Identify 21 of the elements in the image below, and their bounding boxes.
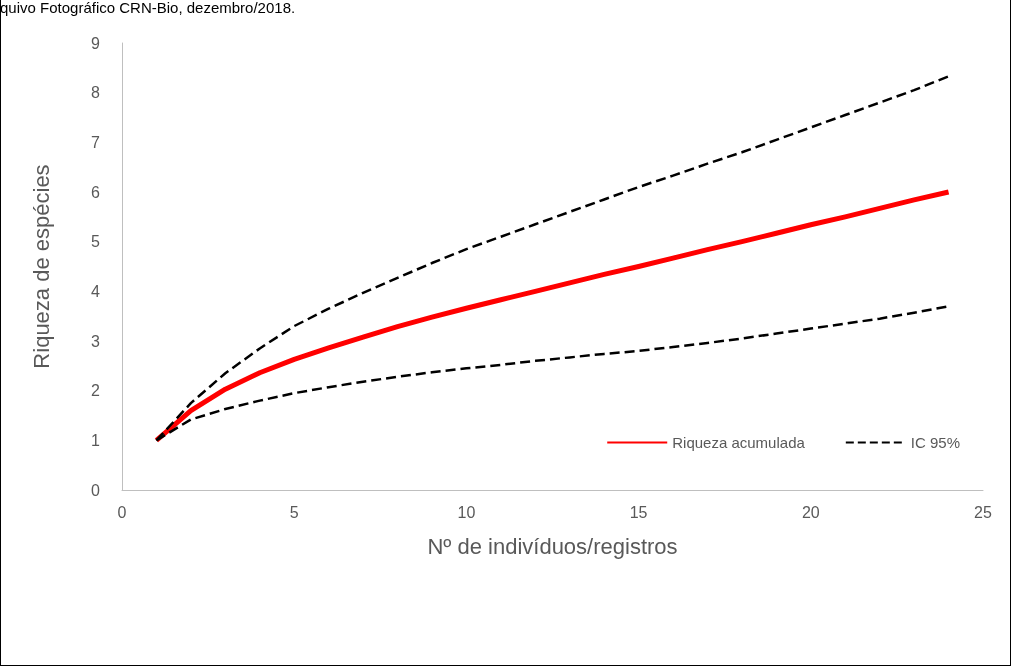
y-tick-label: 7 [91, 133, 101, 151]
x-tick-label: 0 [117, 503, 127, 521]
text: quivo Fotográfico CRN-Bio, dezembro/2018. [0, 0, 296, 16]
y-tick-label: 4 [91, 282, 101, 300]
x-tick-label: 10 [457, 503, 476, 521]
legend-label: Riqueza acumulada [672, 434, 806, 451]
x-tick-label: 20 [801, 503, 820, 521]
legend-label: IC 95% [910, 434, 961, 451]
y-tick-label: 3 [91, 332, 101, 350]
y-axis-title: Riqueza de espécies [28, 164, 54, 369]
y-tick-label: 6 [91, 183, 101, 201]
x-tick-label: 25 [974, 503, 992, 521]
y-tick-label: 2 [91, 382, 101, 400]
x-tick-label: 15 [629, 503, 648, 521]
y-tick-label: 1 [91, 431, 101, 449]
y-tick-label: 8 [91, 84, 101, 102]
x-axis-title: Nº de indivíduos/registros [427, 533, 678, 559]
y-tick-label: 5 [91, 233, 101, 251]
y-tick-label: 0 [91, 481, 101, 499]
y-tick-label: 9 [91, 34, 101, 52]
x-tick-label: 5 [289, 503, 299, 521]
